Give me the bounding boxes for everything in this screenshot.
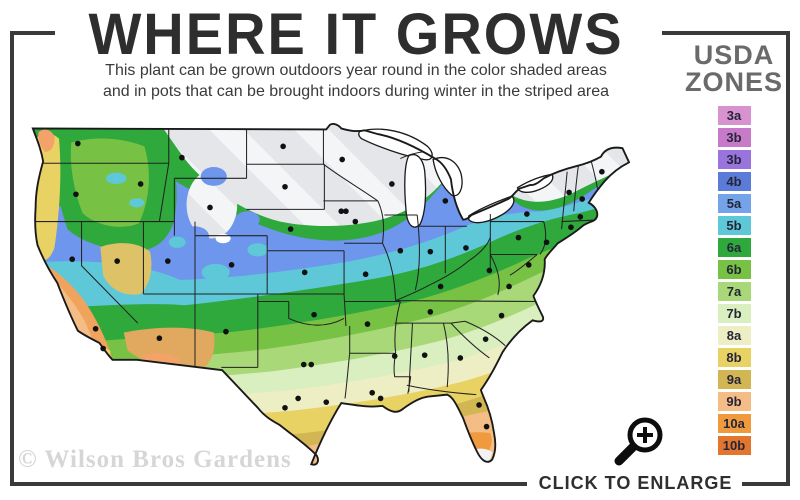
watermark: © Wilson Bros Gardens bbox=[18, 446, 292, 473]
lake-superior bbox=[358, 128, 433, 161]
frame-right bbox=[786, 31, 790, 486]
frame-bottom-left bbox=[10, 482, 527, 486]
lake-erie bbox=[468, 195, 515, 224]
us-zone-map[interactable] bbox=[30, 120, 630, 468]
page-title: WHERE IT GROWS bbox=[88, 1, 624, 67]
zone-chip-8b: 8b bbox=[717, 348, 751, 367]
lake-huron bbox=[432, 156, 463, 197]
zone-chip-7b: 7b bbox=[717, 304, 751, 323]
frame-left bbox=[10, 31, 14, 486]
click-to-enlarge-label[interactable]: CLICK TO ENLARGE bbox=[538, 473, 733, 493]
click-to-enlarge[interactable]: CLICK TO ENLARGE bbox=[528, 410, 743, 494]
lake-michigan bbox=[404, 153, 427, 228]
zone-chip-4b: 4b bbox=[717, 172, 751, 191]
legend-title-line-1: USDA bbox=[693, 40, 775, 70]
legend-title: USDA ZONES bbox=[684, 42, 784, 96]
zone-chip-9b: 9b bbox=[717, 392, 751, 411]
zone-chip-8a: 8a bbox=[717, 326, 751, 345]
legend-title-line-2: ZONES bbox=[684, 67, 783, 97]
zone-chip-6b: 6b bbox=[717, 260, 751, 279]
zone-chip-10a: 10a bbox=[717, 414, 751, 433]
frame-bottom-right bbox=[742, 482, 790, 486]
city-dots bbox=[69, 140, 605, 430]
zone-chip-10b: 10b bbox=[717, 436, 751, 455]
zone-chip-3b: 3b bbox=[717, 150, 751, 169]
frame-top-right bbox=[662, 31, 790, 35]
zone-chip-5a: 5a bbox=[717, 194, 751, 213]
zone-list: 3a 3b 3b 4b 5a 5b 6a 6b 7a 7b 8a 8b 9a 9b 10a 10b bbox=[684, 106, 784, 455]
usda-zones-legend: USDA ZONES 3a 3b 3b 4b 5a 5b 6a 6b 7a 7b 8a 8b 9a 9b 1… bbox=[684, 42, 784, 458]
subtitle-line-2: and in pots that can be brought indoors … bbox=[102, 83, 610, 100]
subtitle-line-1: This plant can be grown outdoors year ro… bbox=[105, 62, 607, 79]
zone-chip-3a: 3a bbox=[717, 106, 751, 125]
state-borders bbox=[35, 123, 604, 399]
zone-chip-9a: 9a bbox=[717, 370, 751, 389]
zone-chip-6a: 6a bbox=[717, 238, 751, 257]
us-outline bbox=[31, 123, 630, 466]
zone-chip-5b: 5b bbox=[717, 216, 751, 235]
zone-chip-3b: 3b bbox=[717, 128, 751, 147]
zone-chip-7a: 7a bbox=[717, 282, 751, 301]
frame-top-left bbox=[10, 31, 55, 35]
magnifying-glass-plus-icon[interactable] bbox=[608, 410, 664, 466]
us-zone-map-svg bbox=[31, 123, 630, 466]
subtitle: This plant can be grown outdoors year ro… bbox=[0, 60, 712, 102]
